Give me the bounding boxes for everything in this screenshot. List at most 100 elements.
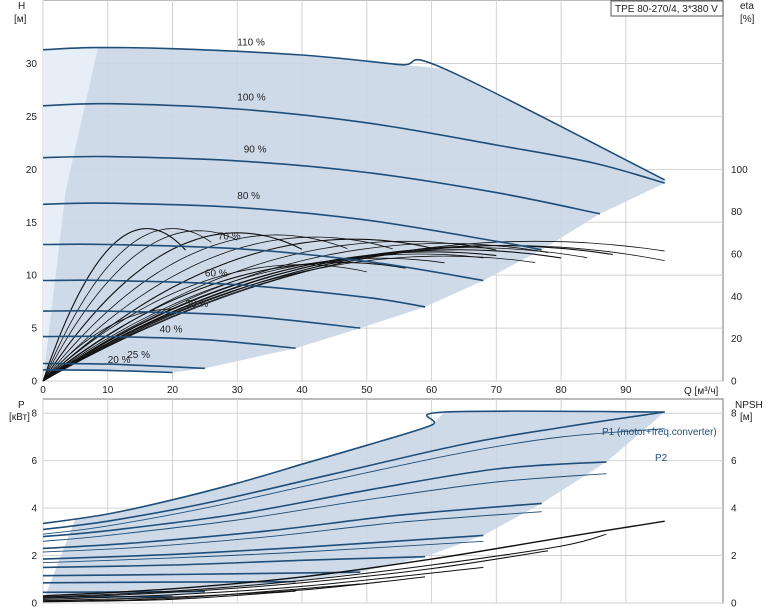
speed-curve xyxy=(42,279,426,308)
p1-curve xyxy=(42,571,361,577)
head-operating-region-light xyxy=(43,47,98,381)
npsh-tick-label: 6 xyxy=(731,456,737,467)
efficiency-curve xyxy=(42,228,212,382)
head-speed-curves xyxy=(42,46,666,374)
p1-curve xyxy=(42,410,665,525)
p-axis-unit: [кВт] xyxy=(9,412,30,423)
p-tick-label: 6 xyxy=(31,456,37,467)
speed-label: 70 % xyxy=(218,231,241,242)
h-tick-label: 25 xyxy=(26,112,38,123)
q-tick-label: 50 xyxy=(361,385,373,396)
p1-curve xyxy=(42,555,426,569)
eta-tick-label: 0 xyxy=(731,377,737,388)
speed-label: 80 % xyxy=(237,191,260,202)
npsh-curve xyxy=(42,533,607,598)
p-tick-label: 4 xyxy=(31,504,37,515)
speed-label: 25 % xyxy=(127,350,150,361)
p2-curve xyxy=(42,473,607,542)
npsh-tick-label: 8 xyxy=(731,409,737,420)
p1-curve xyxy=(42,502,542,550)
eta-tick-label: 40 xyxy=(731,292,743,303)
eta-tick-label: 60 xyxy=(731,250,743,261)
speed-labels: 110 % 100 % 90 % 80 % 70 % 60 % 50 % 40 % 25 %20… xyxy=(108,38,267,366)
efficiency-curve xyxy=(42,238,432,382)
p1-curve xyxy=(42,411,665,531)
h-tick-label: 5 xyxy=(31,324,37,335)
p-tick-label: 8 xyxy=(31,409,37,420)
npsh-curve xyxy=(42,566,484,600)
h-tick-label: 15 xyxy=(26,218,38,229)
speed-label: 90 % xyxy=(244,145,267,156)
p1-curve xyxy=(42,580,296,584)
p2-curve xyxy=(42,428,665,535)
p1-curve xyxy=(42,534,484,560)
efficiency-curve xyxy=(42,232,303,382)
power-tick-labels: 0 2 4 6 8 0 2 4 6 8 xyxy=(31,409,737,610)
efficiency-curve xyxy=(42,255,536,382)
efficiency-curve xyxy=(42,249,562,382)
npsh-curve xyxy=(42,520,665,597)
h-tick-label: 20 xyxy=(26,165,38,176)
q-tick-label: 60 xyxy=(426,385,438,396)
eta-axis-unit: [%] xyxy=(740,14,755,25)
q-tick-label: 30 xyxy=(232,385,244,396)
speed-curve xyxy=(42,202,542,251)
speed-label: 60 % xyxy=(205,268,228,279)
h-axis-unit: [м] xyxy=(14,14,27,25)
p2-curve xyxy=(42,511,542,553)
eta-tick-label: 80 xyxy=(731,207,743,218)
q-tick-label: 0 xyxy=(40,385,46,396)
eta-axis-label: eta xyxy=(740,1,754,12)
npsh-tick-label: 4 xyxy=(731,504,737,515)
p-axis-label: P xyxy=(18,400,25,411)
h-axis-label: H xyxy=(18,1,25,12)
model-label-box xyxy=(610,0,724,17)
p1-curve xyxy=(42,461,607,538)
power-chart: 0 2 4 6 8 0 2 4 6 8 P [кВт] NPSH [м] P1 (motor+fr… xyxy=(9,398,763,610)
eta-tick-label: 20 xyxy=(731,334,743,345)
q-tick-label: 40 xyxy=(296,385,308,396)
q-axis-label: Q [м³/ч] xyxy=(684,386,719,397)
speed-label: 20 % xyxy=(108,355,131,366)
npsh-curve xyxy=(42,590,296,603)
q-tick-label: 80 xyxy=(556,385,568,396)
speed-label: 110 % xyxy=(237,38,265,49)
p1-curve-label: P1 (motor+freq.converter) xyxy=(602,427,717,438)
p-tick-label: 0 xyxy=(31,599,37,610)
speed-curve xyxy=(42,369,173,374)
speed-label: 100 % xyxy=(237,93,265,104)
power-curves xyxy=(42,410,665,598)
efficiency-curve xyxy=(42,228,186,382)
speed-curve xyxy=(42,102,665,184)
efficiency-curve xyxy=(42,236,393,382)
npsh-curves xyxy=(42,520,665,603)
efficiency-curve xyxy=(42,261,406,382)
npsh-tick-label: 0 xyxy=(731,599,737,610)
npsh-curve xyxy=(42,550,549,599)
efficiency-curve xyxy=(42,242,549,382)
q-tick-label: 90 xyxy=(620,385,632,396)
power-operating-region xyxy=(43,412,665,602)
q-tick-label: 70 xyxy=(491,385,503,396)
h-tick-label: 30 xyxy=(26,59,38,70)
eta-tick-label: 100 xyxy=(731,165,748,176)
p2-curve-label: P2 xyxy=(655,453,668,464)
speed-label: 40 % xyxy=(160,324,183,335)
speed-curve xyxy=(42,309,361,329)
efficiency-curve xyxy=(42,234,348,382)
p-tick-label: 2 xyxy=(31,551,37,562)
efficiency-curve xyxy=(42,264,367,382)
speed-label: 50 % xyxy=(185,299,208,310)
p2-curve xyxy=(42,540,484,564)
h-tick-label: 0 xyxy=(31,377,37,388)
npsh-tick-label: 2 xyxy=(731,551,737,562)
speed-curve xyxy=(42,243,484,282)
head-chart: 0 10 20 30 40 50 60 70 80 90 0 5 10 15 20 25 30 0 20 40 60 80… xyxy=(14,0,755,397)
npsh-curve xyxy=(42,583,361,602)
speed-curve xyxy=(42,46,666,181)
model-label: TPE 80-270/4, 3*380 V xyxy=(615,4,718,15)
q-tick-label: 20 xyxy=(167,385,179,396)
efficiency-curve xyxy=(42,308,173,382)
speed-curve xyxy=(42,155,601,215)
